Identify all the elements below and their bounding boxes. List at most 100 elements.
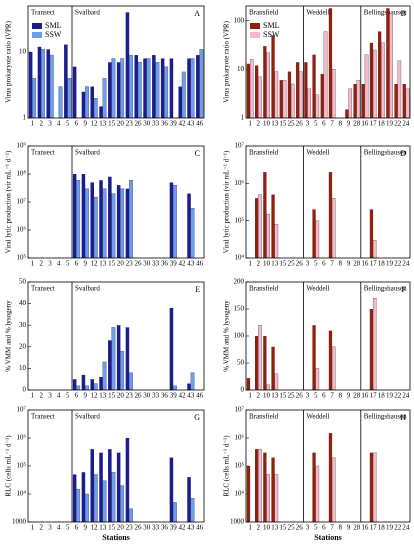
y-tick-label: 10⁵ — [235, 216, 245, 224]
group-label: Bransfield — [249, 413, 279, 421]
y-tick-label: 0 — [241, 386, 245, 394]
bar — [312, 452, 316, 522]
x-tick-label: 24 — [402, 120, 410, 128]
x-tick-label: 26 — [135, 524, 143, 532]
x-tick-label: 18 — [378, 524, 386, 532]
bar — [152, 55, 156, 118]
x-tick-label: 42 — [179, 260, 187, 268]
x-tick-label: 13 — [99, 260, 107, 268]
bar — [331, 198, 336, 259]
bar — [125, 438, 130, 522]
bar — [125, 12, 130, 118]
x-axis-label: Stations — [314, 533, 342, 542]
bar — [111, 472, 116, 523]
bar — [258, 76, 262, 119]
x-tick-label: 6 — [75, 120, 79, 128]
x-tick-label: 6 — [75, 260, 79, 268]
bar — [146, 58, 151, 119]
plot-frame — [27, 5, 205, 119]
x-tick-label: 3 — [48, 120, 52, 128]
y-tick-label: 50 — [237, 359, 245, 367]
bar — [190, 58, 195, 119]
panel-letter: A — [194, 9, 200, 18]
bar — [99, 377, 103, 390]
x-tick-label: 6 — [75, 392, 79, 400]
x-tick-label: 22 — [394, 260, 402, 268]
x-tick-label: 6 — [322, 260, 326, 268]
x-tick-label: 8 — [339, 120, 343, 128]
bar — [372, 452, 377, 523]
y-tick-label: 0 — [23, 386, 27, 394]
bar — [181, 71, 186, 119]
bar — [328, 172, 333, 258]
x-tick-label: 15 — [108, 260, 116, 268]
x-tick-label: 36 — [161, 524, 169, 532]
x-tick-label: 8 — [339, 392, 343, 400]
x-tick-label: 46 — [196, 260, 204, 268]
x-tick-label: 1 — [248, 392, 252, 400]
bar — [76, 180, 81, 259]
y-tick-label: 40 — [19, 299, 27, 307]
x-tick-label: 15 — [279, 524, 287, 532]
bar — [129, 372, 133, 391]
bar — [72, 66, 77, 118]
group-label: Svalbard — [75, 413, 100, 421]
x-tick-label: 7 — [330, 392, 334, 400]
x-tick-label: 46 — [196, 524, 204, 532]
x-tick-label: 42 — [179, 120, 187, 128]
bar — [93, 196, 98, 259]
bar — [116, 185, 121, 258]
bar — [93, 98, 98, 119]
x-tick-label: 16 — [361, 392, 369, 400]
x-tick-label: 9 — [347, 120, 351, 128]
bar — [190, 372, 195, 391]
x-tick-label: 28 — [353, 392, 361, 400]
x-tick-label: 22 — [394, 120, 402, 128]
bar — [125, 188, 130, 258]
group-label: Transect — [31, 413, 55, 421]
bar — [93, 474, 98, 523]
bar — [345, 109, 349, 118]
x-tick-label: 24 — [402, 392, 410, 400]
bar — [99, 106, 103, 118]
bar — [263, 336, 267, 390]
x-tick-label: 3 — [48, 392, 52, 400]
bar — [255, 336, 259, 390]
bar — [386, 8, 390, 118]
x-tick-label: 36 — [161, 120, 169, 128]
x-tick-label: 5 — [66, 392, 70, 400]
bar — [67, 78, 72, 119]
x-tick-label: 26 — [296, 120, 304, 128]
bar — [178, 86, 182, 118]
x-tick-label: 22 — [394, 392, 402, 400]
bar — [258, 325, 262, 391]
bar — [246, 378, 251, 390]
group-label: Weddell — [306, 285, 329, 293]
bar — [102, 361, 107, 391]
x-tick-label: 26 — [296, 524, 304, 532]
x-tick-label: 4 — [57, 524, 61, 532]
x-tick-label: 13 — [271, 260, 279, 268]
bar — [125, 327, 130, 390]
bar — [364, 54, 369, 119]
x-tick-label: 9 — [83, 120, 87, 128]
bar — [169, 182, 174, 258]
x-tick-label: 15 — [279, 120, 287, 128]
y-tick-label: 10⁵ — [17, 462, 27, 470]
x-tick-label: 2 — [257, 260, 261, 268]
group-label: Transect — [31, 149, 55, 157]
bar — [315, 465, 320, 523]
x-tick-label: 2 — [39, 524, 43, 532]
x-tick-label: 43 — [187, 120, 195, 128]
y-tick-label: 10⁶ — [235, 179, 245, 187]
bar — [315, 368, 320, 391]
bar — [90, 449, 94, 522]
y-tick-label: 10 — [19, 364, 27, 372]
y-tick-label: 10⁴ — [235, 254, 245, 262]
x-tick-label: 33 — [152, 392, 160, 400]
y-tick-label: 1000 — [230, 518, 245, 526]
y-axis-label: RLC (cells mL⁻¹ d⁻¹) — [5, 435, 13, 497]
x-tick-label: 4 — [57, 260, 61, 268]
y-tick-label: 150 — [234, 305, 245, 313]
x-tick-label: 12 — [91, 260, 99, 268]
